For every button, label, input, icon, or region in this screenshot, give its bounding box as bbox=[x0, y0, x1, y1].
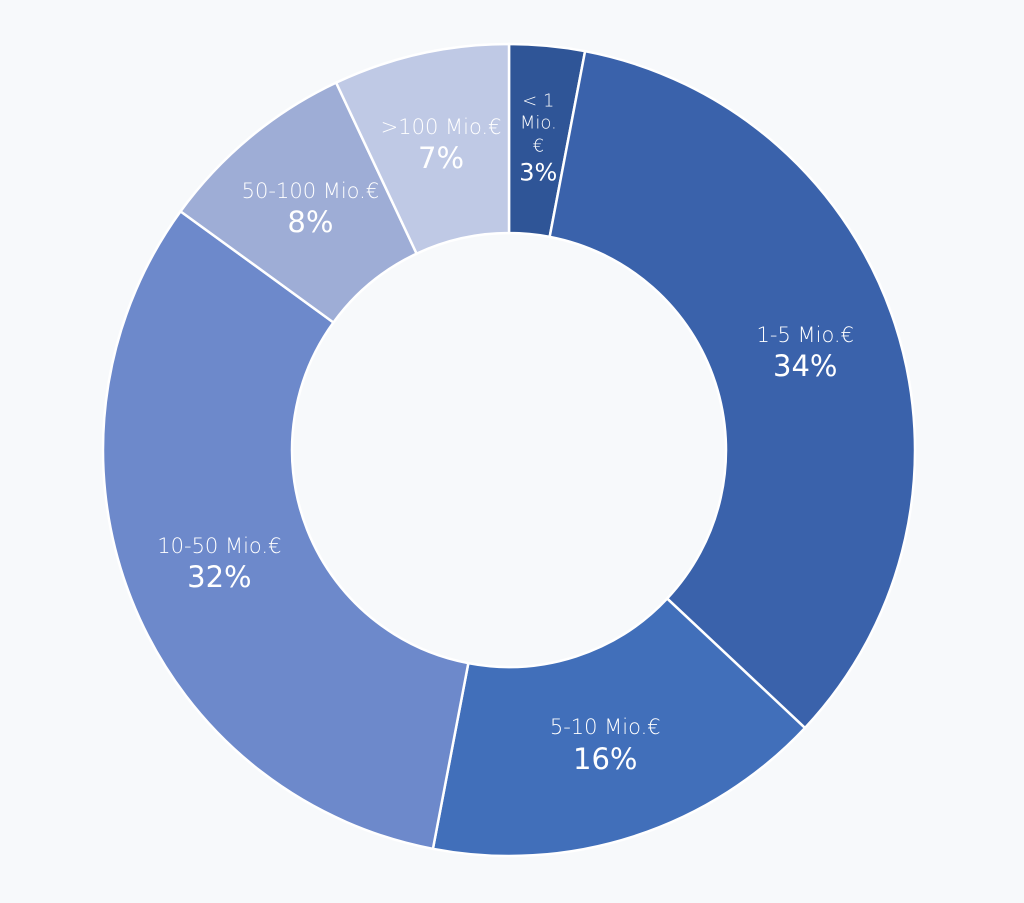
value-label: 8% bbox=[287, 205, 334, 240]
slice-label: 10-50 Mio.€ 32% bbox=[157, 533, 281, 597]
value-label: 3% bbox=[519, 159, 558, 188]
category-label: 5-10 Mio.€ bbox=[549, 715, 661, 740]
category-label: 1-5 Mio.€ bbox=[756, 322, 854, 347]
donut-slice bbox=[334, 42, 511, 256]
slice-label: < 1 Mio. €3% bbox=[516, 91, 560, 190]
value-label: 32% bbox=[187, 559, 252, 594]
slice-label: 1-5 Mio.€ 34% bbox=[757, 322, 854, 386]
category-label: >100 Mio.€ bbox=[380, 115, 502, 140]
category-label: < 1 Mio. € bbox=[519, 90, 557, 157]
slice-label: >100 Mio.€ 7% bbox=[381, 114, 502, 178]
value-label: 34% bbox=[773, 349, 838, 384]
slice-label: 5-10 Mio.€ 16% bbox=[550, 714, 661, 778]
donut-slice bbox=[431, 596, 807, 858]
category-label: 10-50 Mio.€ bbox=[157, 533, 282, 558]
donut-slice bbox=[548, 49, 917, 730]
donut-slice bbox=[101, 209, 470, 851]
value-label: 16% bbox=[573, 741, 638, 776]
value-label: 7% bbox=[418, 141, 465, 176]
category-label: 50-100 Mio.€ bbox=[241, 179, 380, 204]
slice-label: 50-100 Mio.€ 8% bbox=[242, 178, 380, 242]
